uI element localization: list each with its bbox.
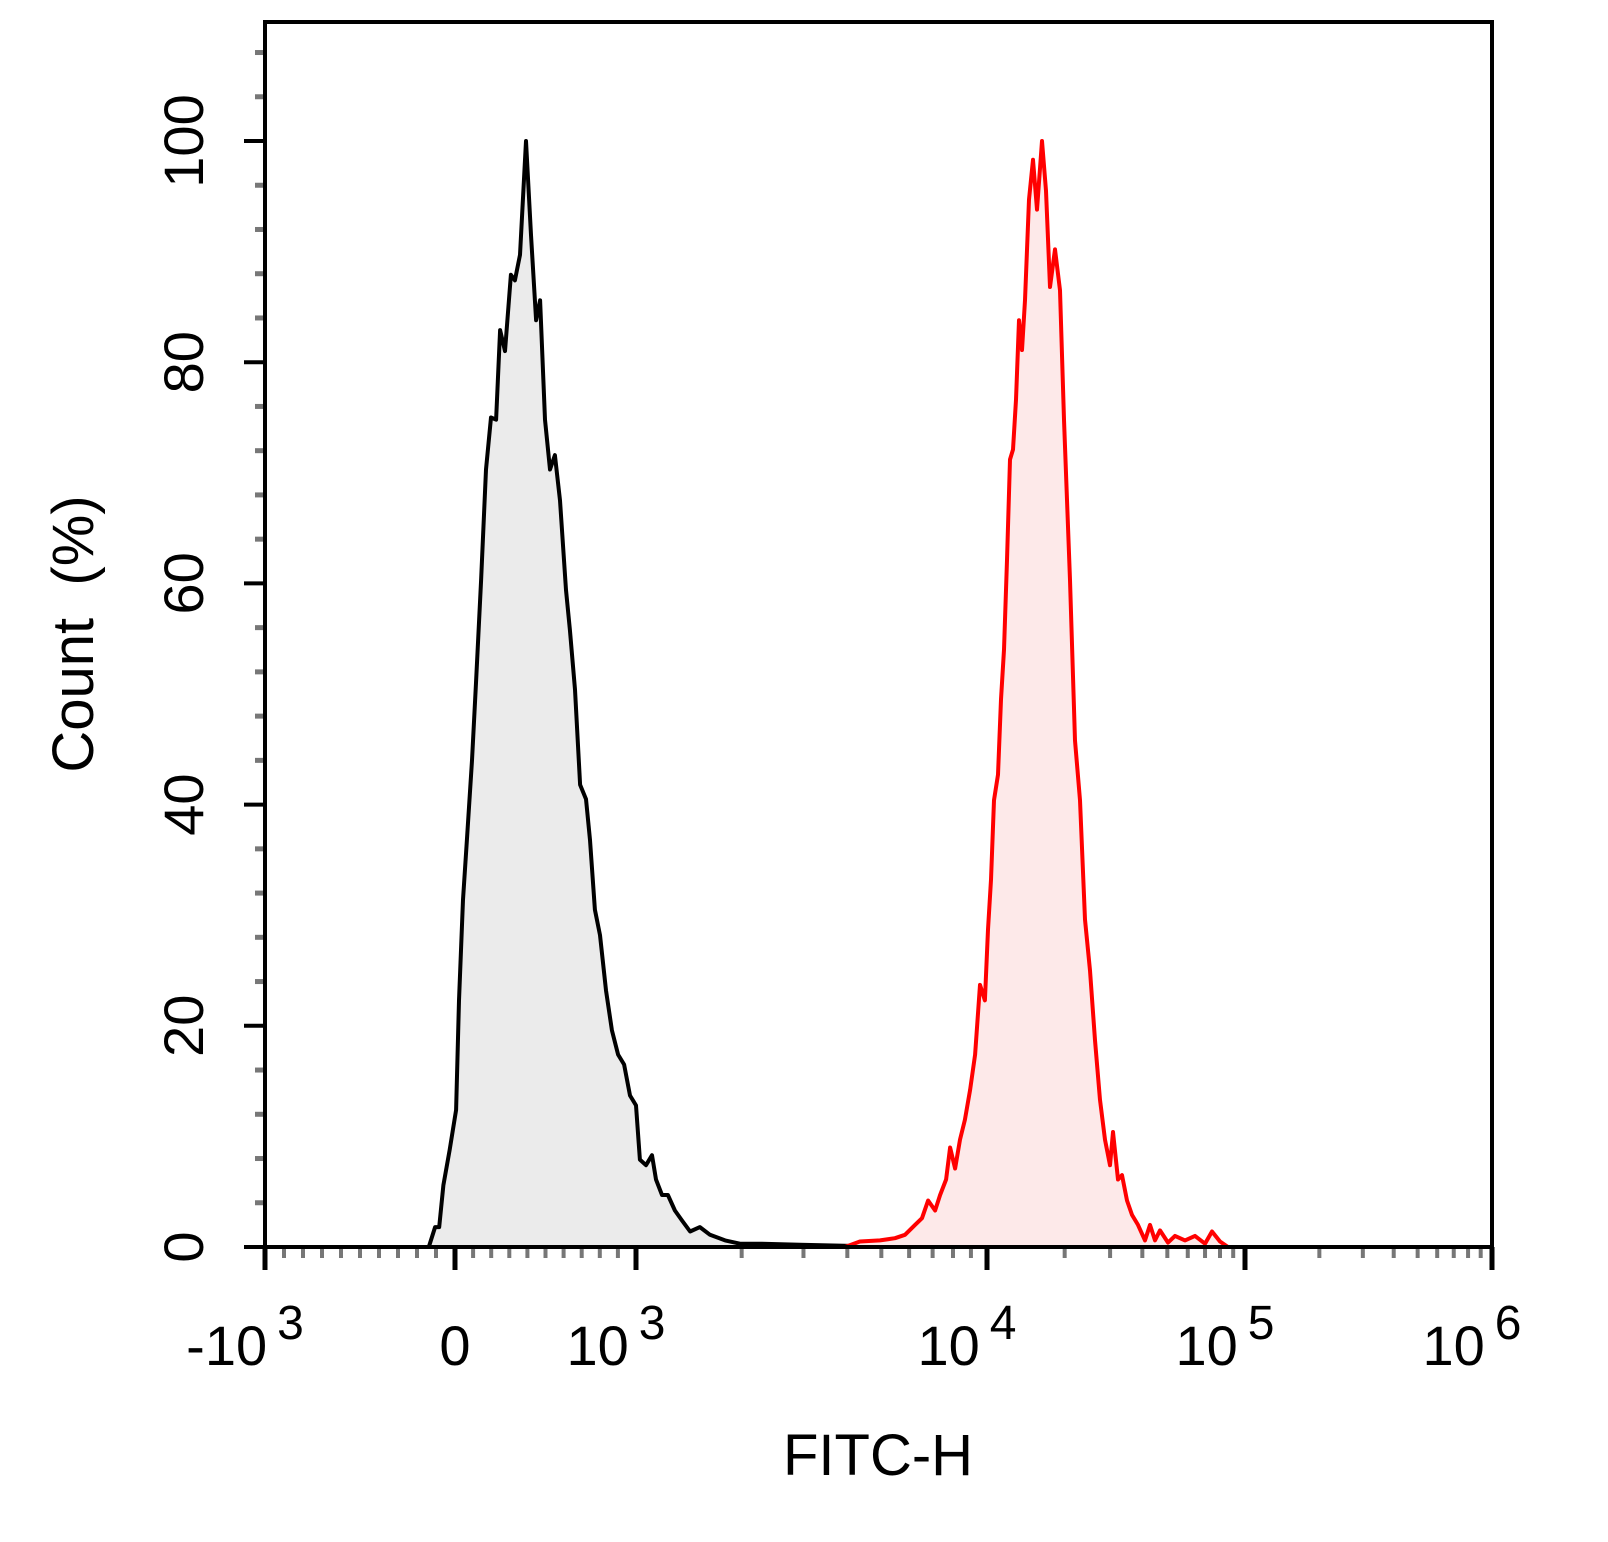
x-axis-label: FITC-H xyxy=(783,1423,973,1488)
plot-frame xyxy=(263,20,1494,1249)
x-tick-base: 0 xyxy=(439,1314,470,1377)
x-tick-exponent: 3 xyxy=(277,1297,304,1350)
axis-ticks xyxy=(244,50,1495,1270)
x-tick-base: -10 xyxy=(186,1314,267,1377)
x-tick-exponent: 4 xyxy=(990,1297,1017,1350)
x-tick-label: -10 3 xyxy=(186,1297,304,1377)
x-tick-base: 10 xyxy=(1176,1314,1238,1377)
series-fill-control xyxy=(428,141,1030,1247)
x-tick-label: 10 4 xyxy=(918,1297,1017,1377)
y-axis-label: Count (%) xyxy=(41,495,106,772)
x-tick-label: 10 5 xyxy=(1176,1297,1275,1377)
x-tick-exponent: 3 xyxy=(639,1297,666,1350)
series-line-control xyxy=(426,139,1031,1249)
series-layer xyxy=(426,139,1230,1249)
y-tick-label: 80 xyxy=(152,331,215,393)
x-tick-exponent: 5 xyxy=(1248,1297,1275,1350)
y-tick-label: 40 xyxy=(152,773,215,835)
x-tick-label: 0 xyxy=(439,1314,470,1377)
y-tick-label: 100 xyxy=(152,94,215,187)
y-tick-label: 20 xyxy=(152,995,215,1057)
x-tick-label: 10 6 xyxy=(1423,1297,1522,1377)
x-tick-label: 10 3 xyxy=(567,1297,666,1377)
series-line-stained xyxy=(844,139,1230,1249)
y-tick-label: 60 xyxy=(152,552,215,614)
series-fill-stained xyxy=(845,141,1228,1247)
x-tick-base: 10 xyxy=(1423,1314,1485,1377)
x-tick-base: 10 xyxy=(567,1314,629,1377)
y-tick-label: 0 xyxy=(152,1231,215,1262)
x-tick-base: 10 xyxy=(918,1314,980,1377)
y-tick-labels: 0 20 40 60 80 100 xyxy=(152,94,215,1262)
x-tick-labels: -10 3 0 10 3 10 4 10 5 10 6 xyxy=(186,1297,1521,1377)
x-tick-exponent: 6 xyxy=(1495,1297,1522,1350)
